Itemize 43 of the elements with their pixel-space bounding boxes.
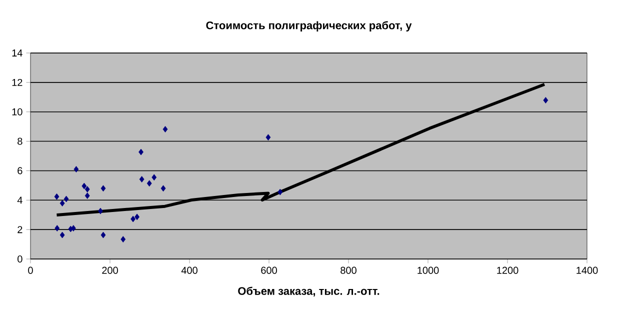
x-tick-label: 0: [28, 266, 33, 274]
y-tick-label: 0: [18, 255, 22, 263]
y-tick-label: 14: [12, 50, 22, 56]
point: [120, 236, 126, 242]
point: [100, 232, 106, 238]
y-tick-label: 2: [18, 226, 22, 234]
point: [134, 214, 140, 220]
y-tick-label: 8: [18, 138, 22, 145]
point: [64, 196, 69, 202]
y-tick-label: 10: [12, 108, 22, 116]
point: [60, 232, 65, 238]
point: [278, 188, 283, 196]
point: [139, 176, 144, 182]
point: [82, 182, 87, 190]
x-axis-title: Объем заказа, тыс. л.-отт.: [238, 286, 380, 297]
point: [84, 186, 90, 192]
point: [138, 148, 144, 156]
chart-title: Стоимость полиграфических работ, у: [206, 21, 412, 32]
point: [152, 174, 157, 181]
point: [162, 126, 168, 132]
x-tick-label: 200: [102, 266, 118, 274]
point: [130, 216, 136, 222]
point: [100, 185, 106, 192]
point: [266, 134, 271, 141]
point: [543, 97, 548, 104]
point: [54, 225, 60, 232]
x-tick-label: 800: [340, 266, 356, 274]
point: [160, 185, 166, 192]
y-tick-label: 12: [12, 78, 22, 86]
x-tick-label: 1000: [418, 266, 439, 274]
point: [146, 180, 152, 187]
x-tick-label: 1200: [497, 266, 518, 274]
y-tick-label: 6: [18, 167, 22, 174]
line-series: [55, 82, 546, 217]
point: [60, 200, 65, 206]
point: [74, 166, 79, 172]
x-tick-label: 600: [261, 266, 277, 274]
point: [98, 208, 103, 214]
x-tick-label: 400: [181, 266, 198, 274]
point: [54, 193, 60, 200]
x-tick-label: 1400: [576, 266, 598, 274]
point: [84, 192, 90, 199]
y-tick-label: 4: [17, 196, 22, 204]
